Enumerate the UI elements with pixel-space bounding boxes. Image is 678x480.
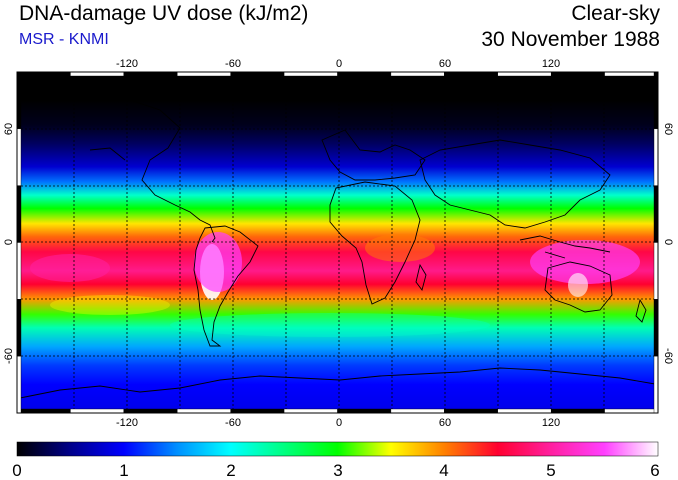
frame-top-segment — [283, 71, 338, 77]
lat-label-right-0: 0 — [662, 239, 674, 245]
lon-label-bottom-120w: -120 — [116, 417, 138, 429]
gridlines — [17, 72, 658, 413]
lon-label-top-60w: -60 — [225, 58, 241, 70]
australia-white-patch — [568, 273, 588, 297]
map-border — [16, 71, 659, 414]
frame-right-segment — [653, 242, 659, 300]
frame-top-segment — [390, 71, 445, 77]
lat-labels-right: 60 0 -60 — [662, 123, 674, 364]
colorbar-label-3: 3 — [333, 461, 342, 480]
frame-right-segment — [653, 299, 659, 357]
frame-top-segment — [177, 71, 231, 77]
frame-bottom-segment — [444, 408, 498, 414]
frame-top-segment — [16, 71, 71, 77]
lat-label-left-0: 0 — [3, 239, 15, 245]
date-label: 30 November 1988 — [481, 28, 660, 51]
lat-label-left-60s: -60 — [3, 348, 15, 364]
coastlines — [19, 89, 656, 399]
frame-top-segment — [70, 71, 125, 77]
frame-top-segment — [604, 71, 659, 77]
frame-top-band — [16, 71, 659, 77]
asia-coast — [419, 139, 611, 229]
frame-right-segment — [653, 71, 659, 130]
frame-left-segment — [16, 185, 22, 243]
australia-coast — [544, 261, 613, 313]
lon-label-top-0: 0 — [336, 58, 342, 70]
chart-title: DNA-damage UV dose (kJ/m2) — [19, 2, 309, 25]
frame-left-segment — [16, 128, 22, 186]
africa-coast — [329, 181, 421, 305]
sky-condition-label: Clear-sky — [571, 2, 660, 25]
frame-bottom-segment — [390, 408, 445, 414]
frame-bottom-segment — [604, 408, 659, 414]
frame-bottom-segment — [177, 408, 231, 414]
frame-right-band — [653, 71, 659, 414]
europe-coast — [321, 129, 426, 181]
frame-right-segment — [653, 355, 659, 414]
pacific-magenta-patch — [30, 254, 110, 282]
frame-bottom-band — [16, 408, 659, 414]
frame-left-segment — [16, 299, 22, 357]
map-frame — [16, 71, 659, 414]
indonesia-magenta-patch — [530, 240, 640, 284]
frame-bottom-segment — [550, 408, 605, 414]
colorbar — [16, 441, 659, 457]
frame-left-band — [16, 71, 22, 414]
frame-bottom-segment — [283, 408, 338, 414]
lon-label-bottom-120e: 120 — [542, 417, 560, 429]
madagascar-coast — [415, 263, 427, 292]
lat-label-right-60s: -60 — [662, 348, 674, 364]
frame-right-segment — [653, 128, 659, 186]
frame-bottom-segment — [337, 408, 392, 414]
uv-field-anomalies — [30, 232, 640, 337]
frame-left-segment — [16, 242, 22, 300]
new-zealand-coast — [635, 298, 647, 323]
lon-labels-bottom: -120 -60 0 60 120 — [116, 417, 560, 429]
frame-top-segment — [123, 71, 178, 77]
lon-label-top-60e: 60 — [439, 58, 451, 70]
lat-label-left-60n: 60 — [3, 123, 15, 135]
lon-label-bottom-60w: -60 — [225, 417, 241, 429]
indonesia-coast — [519, 235, 611, 259]
lat-labels-left: 60 0 -60 — [3, 123, 15, 364]
frame-left-segment — [16, 355, 22, 414]
africa-orange-patch — [365, 234, 435, 262]
colorbar-label-0: 0 — [12, 461, 21, 480]
frame-bottom-segment — [230, 408, 285, 414]
frame-bottom-segment — [16, 408, 71, 414]
lat-label-right-60n: 60 — [662, 123, 674, 135]
north-america-coast — [59, 89, 216, 243]
frame-top-segment — [230, 71, 285, 77]
frame-bottom-segment — [123, 408, 178, 414]
frame-top-segment — [444, 71, 498, 77]
south-america-coast — [193, 225, 259, 347]
frame-right-segment — [653, 185, 659, 243]
colorbar-label-1: 1 — [119, 461, 128, 480]
colorbar-label-5: 5 — [546, 461, 555, 480]
lon-label-top-120e: 120 — [542, 58, 560, 70]
lon-label-bottom-0: 0 — [336, 417, 342, 429]
frame-top-segment — [550, 71, 605, 77]
andes-magenta-patch — [194, 232, 242, 292]
frame-bottom-segment — [497, 408, 552, 414]
source-label: MSR - KNMI — [19, 31, 109, 48]
colorbar-labels: 0 1 2 3 4 5 6 — [12, 461, 659, 480]
colorbar-label-6: 6 — [650, 461, 659, 480]
frame-bottom-segment — [70, 408, 125, 414]
lon-labels-top: -120 -60 0 60 120 — [116, 58, 560, 70]
frame-left-segment — [16, 71, 22, 130]
colorbar-label-4: 4 — [439, 461, 448, 480]
pacific-yellow-patch — [50, 295, 170, 315]
frame-top-segment — [497, 71, 552, 77]
lon-label-top-120w: -120 — [116, 58, 138, 70]
southern-ocean-cyan-patch — [170, 313, 490, 337]
lon-label-bottom-60e: 60 — [439, 417, 451, 429]
frame-top-segment — [337, 71, 392, 77]
colorbar-label-2: 2 — [226, 461, 235, 480]
